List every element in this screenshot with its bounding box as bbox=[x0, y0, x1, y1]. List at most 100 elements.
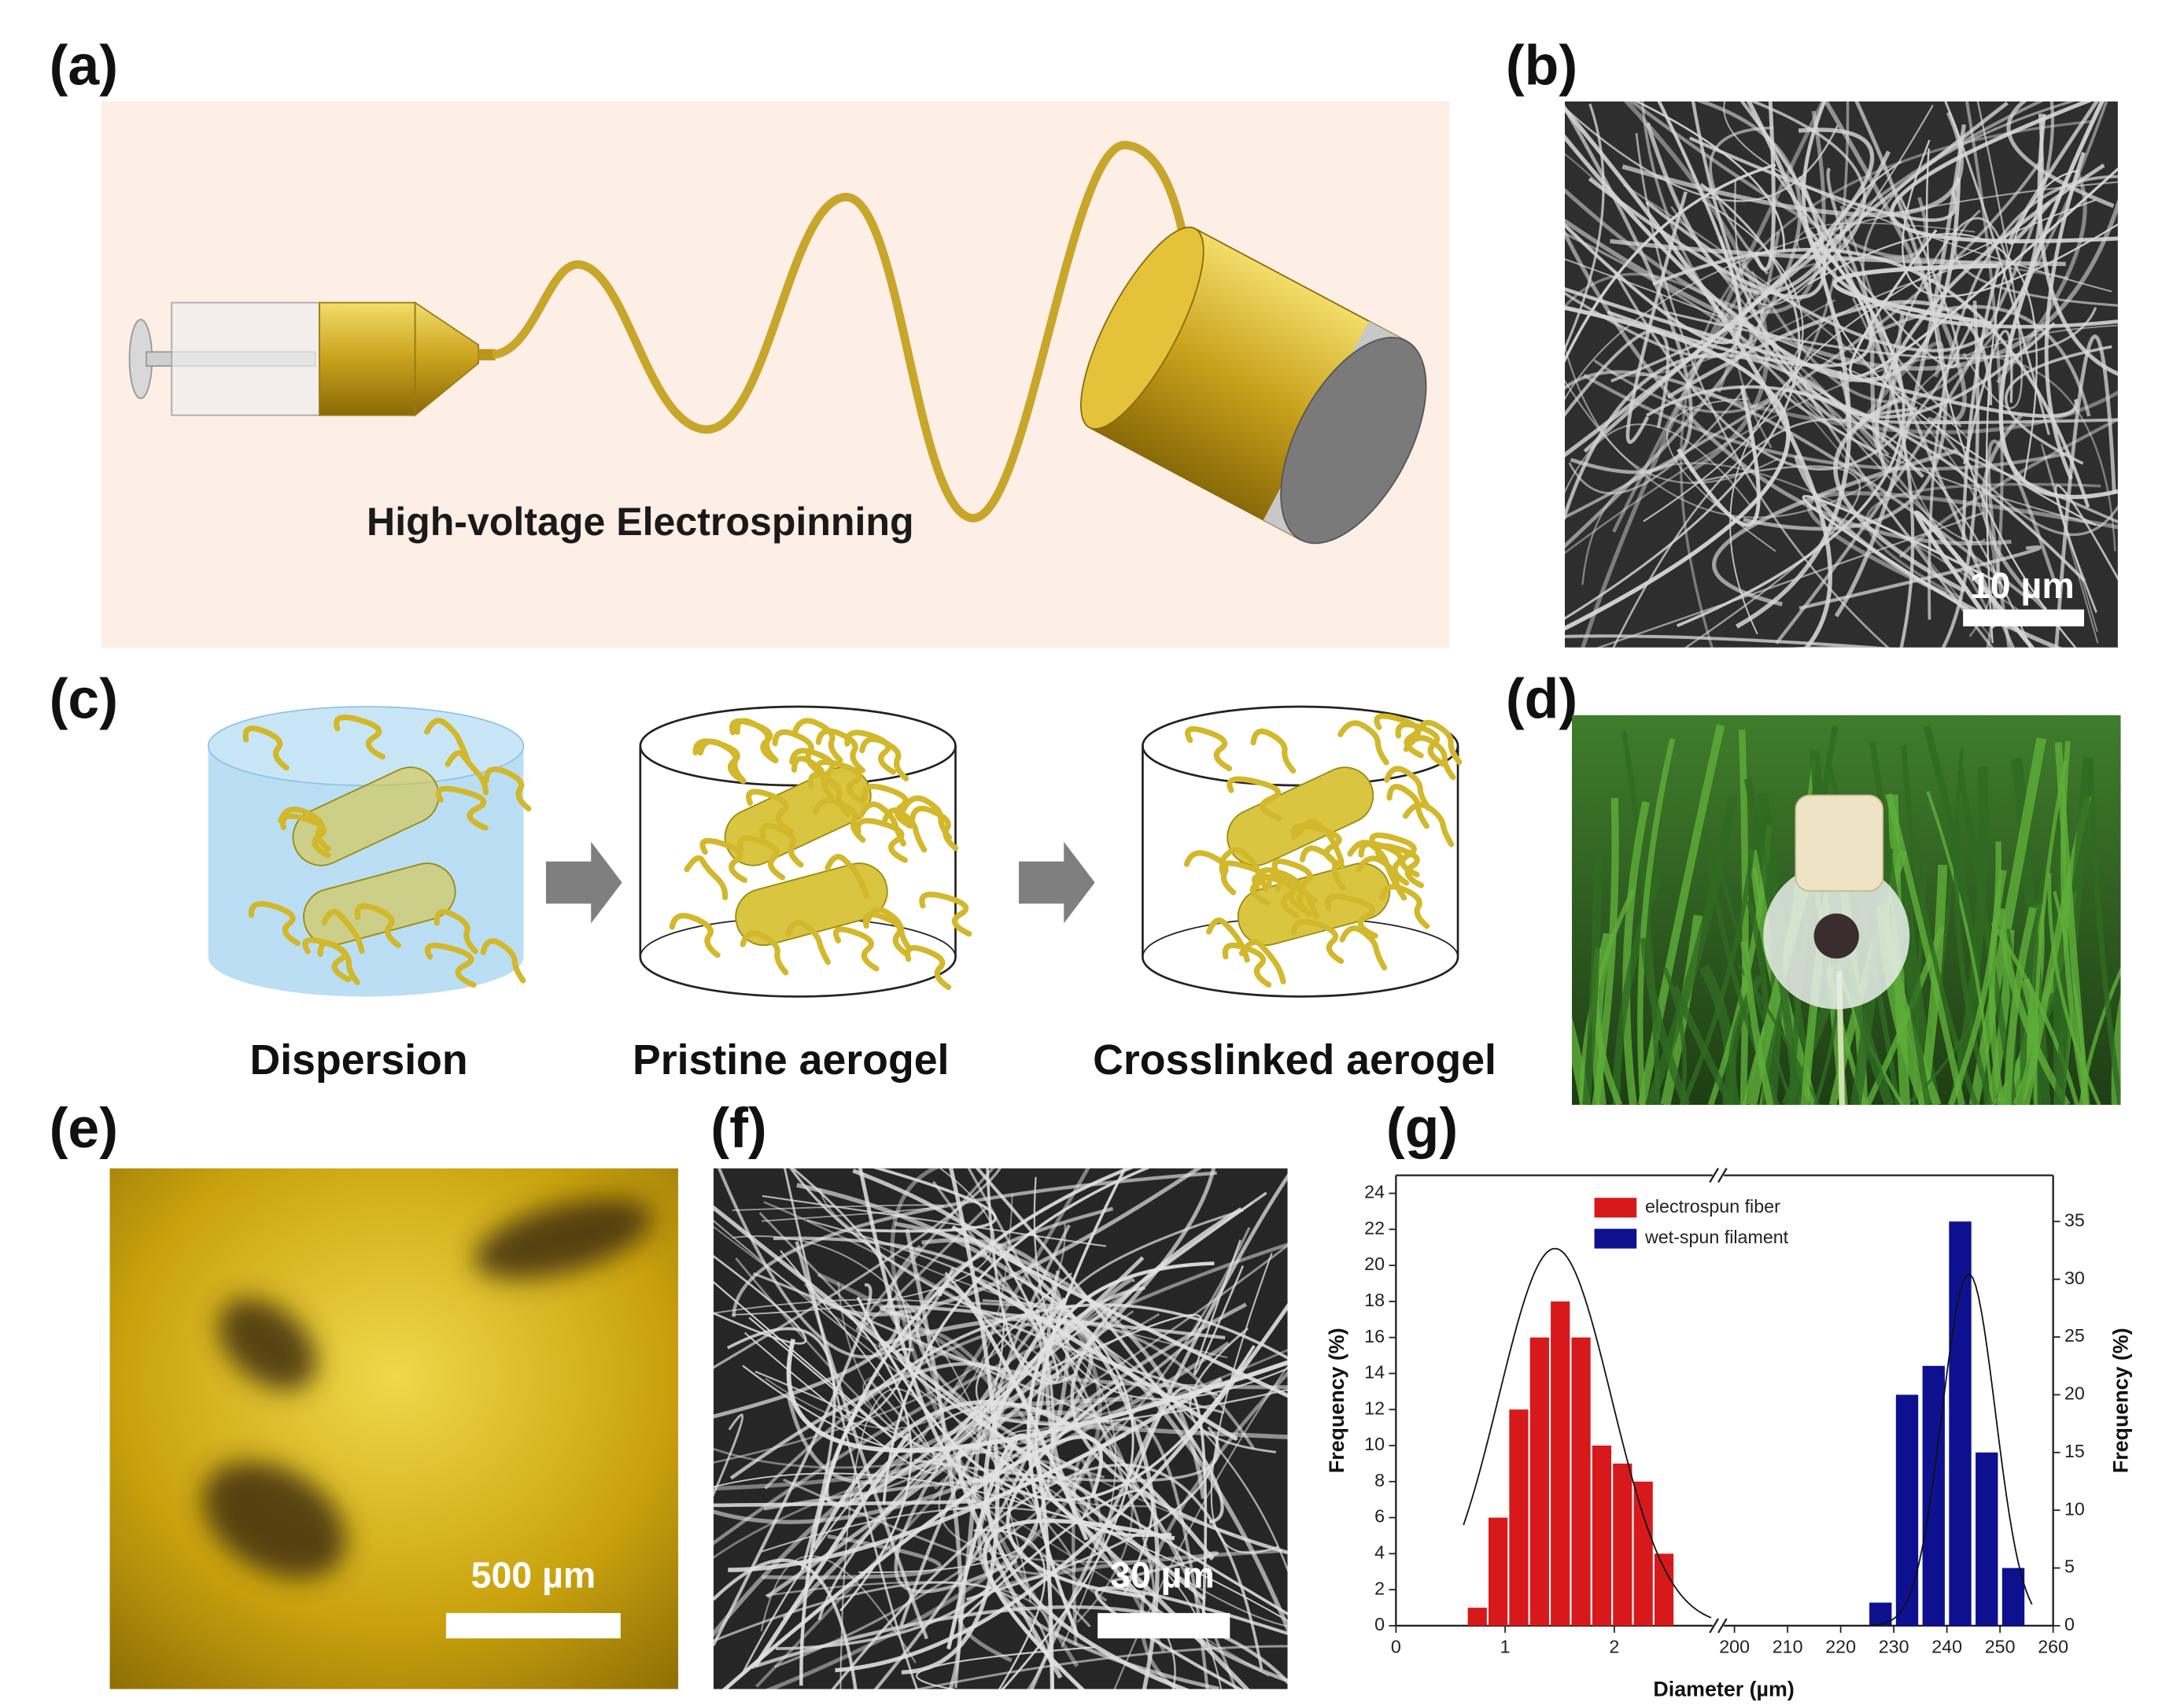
fiber bbox=[1790, 267, 2101, 527]
grass-blade bbox=[1637, 737, 1676, 1106]
fiber-squiggle bbox=[1369, 832, 1420, 878]
bar bbox=[1922, 1365, 1945, 1626]
grass-blade bbox=[1680, 828, 1758, 1106]
fiber bbox=[901, 1168, 1000, 1675]
fiber bbox=[954, 1403, 1127, 1511]
bar bbox=[1654, 1553, 1674, 1626]
step-label: Crosslinked aerogel bbox=[1093, 1036, 1496, 1084]
panel-label: (g) bbox=[1386, 1097, 1458, 1160]
fiber-squiggle bbox=[1395, 722, 1446, 767]
fiber bbox=[713, 1558, 858, 1689]
grass-blade bbox=[1901, 745, 1979, 1106]
fiber bbox=[1987, 439, 2057, 648]
grass-blade bbox=[1640, 937, 1691, 1106]
grass-blade bbox=[1885, 792, 1965, 1106]
fiber bbox=[1596, 511, 1985, 648]
fiber bbox=[1635, 133, 1890, 648]
fiber bbox=[1623, 101, 1769, 473]
x-axis-label: Diameter (µm) bbox=[1653, 1677, 1794, 1700]
fiber bbox=[1743, 101, 1948, 531]
y2-tick-label: 20 bbox=[2064, 1383, 2085, 1404]
bar bbox=[1529, 1337, 1549, 1626]
fiber-squiggle bbox=[881, 807, 928, 853]
fiber bbox=[1045, 1270, 1288, 1683]
bar bbox=[1949, 1221, 1972, 1626]
fiber-squiggle bbox=[435, 785, 489, 831]
bar bbox=[2001, 1568, 2025, 1626]
fiber bbox=[1581, 462, 2038, 624]
fiber-squiggle bbox=[737, 835, 786, 881]
fiber bbox=[1996, 168, 2087, 384]
fiber-squiggle bbox=[483, 766, 532, 812]
fiber-squiggle bbox=[785, 920, 831, 966]
bar bbox=[1571, 1337, 1591, 1626]
y-axis-label: Frequency (%) bbox=[1325, 1328, 1348, 1473]
y2-tick-label: 15 bbox=[2064, 1441, 2085, 1461]
fiber-squiggle bbox=[242, 726, 290, 771]
y2-tick-label: 25 bbox=[2064, 1325, 2085, 1346]
fiber-squiggle bbox=[1299, 845, 1347, 891]
fiber-squiggle bbox=[424, 718, 470, 763]
fiber-squiggle bbox=[424, 943, 477, 988]
fiber bbox=[1588, 175, 1827, 300]
panel-label: (b) bbox=[1506, 34, 1577, 97]
fiber bbox=[894, 1221, 1206, 1499]
fiber bbox=[1139, 1371, 1288, 1689]
fiber bbox=[957, 1549, 1282, 1663]
fiber bbox=[973, 1529, 1046, 1689]
y2-tick-label: 10 bbox=[2064, 1498, 2085, 1519]
axis-break bbox=[1717, 1168, 1728, 1183]
x-tick-label: 1 bbox=[1500, 1637, 1511, 1657]
grass-blade bbox=[1637, 724, 1725, 1106]
fiber bbox=[951, 1225, 1288, 1398]
fiber-squiggle bbox=[865, 907, 913, 952]
fiber bbox=[713, 1283, 872, 1647]
fiber bbox=[932, 1180, 1238, 1689]
fiber bbox=[713, 1498, 977, 1508]
fiber bbox=[1981, 414, 2048, 611]
fiber bbox=[713, 1413, 744, 1497]
fiber bbox=[913, 1645, 1288, 1689]
fiber bbox=[1861, 101, 2076, 428]
grass-blade bbox=[2111, 993, 2121, 1106]
fiber bbox=[1564, 101, 1802, 548]
fiber bbox=[1564, 106, 1839, 202]
x-tick-label: 230 bbox=[1879, 1637, 1909, 1657]
bar bbox=[1467, 1608, 1487, 1626]
fiber bbox=[1961, 262, 2001, 541]
fiber-squiggle bbox=[1415, 719, 1463, 766]
fiber-squiggle bbox=[1185, 726, 1233, 772]
fiber bbox=[1593, 101, 1850, 414]
fiber bbox=[955, 1451, 1108, 1602]
grass-blade bbox=[1926, 791, 1994, 1106]
fiber-squiggle bbox=[1374, 713, 1424, 759]
fiber-squiggle bbox=[1358, 840, 1410, 886]
fiber-squiggle bbox=[825, 854, 870, 899]
fiber-squiggle bbox=[807, 771, 851, 818]
fiber-squiggle bbox=[759, 822, 804, 868]
grass-blade bbox=[1738, 729, 1749, 1106]
fiber bbox=[1802, 494, 2002, 616]
fiber-squiggle bbox=[1386, 784, 1430, 829]
legend-swatch bbox=[1594, 1198, 1637, 1218]
fiber bbox=[1691, 101, 2056, 419]
fiber bbox=[915, 1206, 1114, 1472]
x-tick-label: 200 bbox=[1719, 1637, 1750, 1657]
bar bbox=[1633, 1481, 1653, 1626]
grass-blade bbox=[1968, 737, 2047, 1106]
scale-bar-label: 30 µm bbox=[1110, 1555, 1215, 1596]
fiber bbox=[713, 1243, 1288, 1545]
fiber bbox=[1564, 181, 2118, 401]
fiber bbox=[762, 1534, 943, 1580]
fiber bbox=[713, 1349, 1288, 1469]
fiber-squiggle bbox=[1379, 884, 1430, 929]
x-tick-label: 260 bbox=[2038, 1637, 2068, 1657]
x-tick-label: 0 bbox=[1391, 1637, 1401, 1657]
fiber-squiggle bbox=[445, 750, 489, 796]
bar bbox=[1613, 1463, 1632, 1626]
fiber-squiggle bbox=[1402, 802, 1455, 847]
fiber bbox=[1823, 161, 2097, 526]
fiber-squiggle bbox=[1183, 850, 1237, 895]
y-tick-label: 10 bbox=[1364, 1434, 1385, 1454]
fiber bbox=[1564, 163, 1776, 364]
